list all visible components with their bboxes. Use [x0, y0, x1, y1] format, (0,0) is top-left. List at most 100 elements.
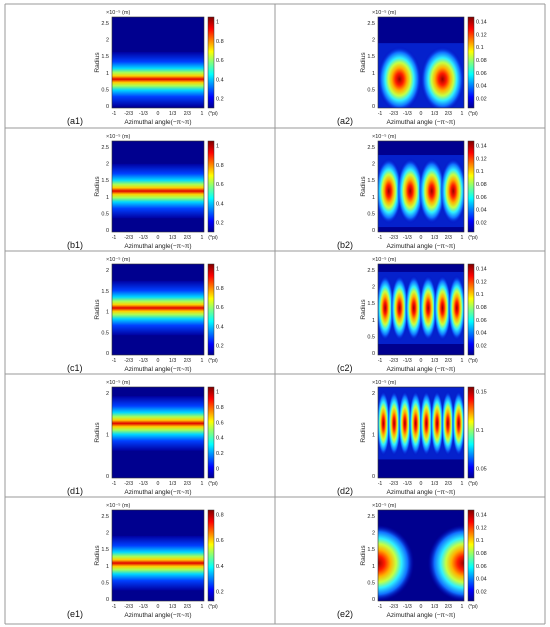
scale-label: ×10⁻⁵ (m) [106, 379, 130, 386]
colorbar-tick-label: 0.1 [476, 292, 484, 298]
x-tick-label: 1/3 [431, 358, 438, 364]
colorbar-e2 [467, 509, 475, 602]
colorbar-tick-label: 0.2 [216, 451, 224, 457]
colorbar-tick-label: 0.1 [476, 538, 484, 544]
y-tick-label: 1 [372, 195, 375, 201]
x-axis-label: Azimuthal angle(−π~π) [124, 243, 191, 250]
panel-e2: 0.14 0.12 0.1 0.08 0.06 0.04 0.02 2.5 2 1.5 1 0.5 0 R… [337, 502, 487, 619]
y-tick-label: 1 [106, 195, 109, 201]
colorbar-tick-label: 0.06 [476, 71, 487, 77]
panel-b2: 0.14 0.12 0.1 0.08 0.06 0.04 0.02 2.5 2 1.5 1 0.5 0 R… [337, 133, 487, 250]
colorbar-e1 [207, 509, 215, 602]
y-tick-label: 1 [372, 318, 375, 324]
scale-label: ×10⁻⁵ (m) [106, 9, 130, 16]
colorbar-tick-label: 0.12 [476, 32, 487, 38]
x-tick-label: -1 [112, 481, 117, 487]
colorbar-tick-label: 0.08 [476, 551, 487, 557]
x-tick-label: 2/3 [445, 235, 452, 241]
y-tick-label: 2 [106, 531, 109, 537]
x-tick-label: 0 [157, 481, 160, 487]
y-axis-label: Radius [360, 545, 367, 566]
x-tick-label: 2/3 [184, 604, 191, 610]
x-tick-label: 2/3 [184, 235, 191, 241]
x-tick-label: 1/3 [431, 604, 438, 610]
mode-lobe [396, 158, 424, 224]
y-axis-label: Radius [94, 299, 101, 320]
colorbar-tick-label: 0.06 [476, 564, 487, 570]
y-tick-label: 1.5 [101, 547, 109, 553]
y-tick-label: 2.5 [367, 21, 375, 27]
mode-lobe [404, 275, 423, 341]
mode-lobe [378, 275, 395, 341]
x-tick-label: 2/3 [184, 481, 191, 487]
colorbar-tick-label: 0.08 [476, 182, 487, 188]
x-tick-label: 2/3 [445, 111, 452, 117]
colorbar-tick-label: 0.4 [216, 77, 224, 83]
colorbar-tick-label: 0.8 [216, 163, 224, 169]
x-unit-label: (*pi) [468, 111, 478, 117]
panel-c1: 1 0.8 0.6 0.4 0.2 2 1.5 1 0.5 0 Radius ×10⁻⁵ (m) -1 -… [67, 256, 224, 373]
x-tick-label: -1 [112, 111, 117, 117]
x-tick-label: -2/3 [389, 358, 398, 364]
colorbar-tick-label: 0.8 [216, 513, 224, 519]
x-tick-label: 0 [157, 111, 160, 117]
x-axis-label: Azimuthal angle (−π~π) [387, 119, 456, 126]
panel-caption: (b2) [337, 240, 353, 250]
y-tick-label: 1 [106, 71, 109, 77]
colorbar-tick-label: 0.04 [476, 84, 487, 90]
x-tick-label: -1 [378, 235, 383, 241]
colorbar-tick-label: 0.14 [476, 144, 487, 150]
y-tick-label: 1 [106, 433, 109, 439]
colorbar-tick-label: 0.8 [216, 39, 224, 45]
x-tick-label: 1 [461, 604, 464, 610]
y-tick-label: 2 [106, 38, 109, 44]
colorbar-tick-label: 0.04 [476, 331, 487, 337]
x-tick-label: 1/3 [169, 235, 176, 241]
y-tick-label: 2 [372, 285, 375, 291]
x-unit-label: (*pi) [468, 481, 478, 487]
scale-label: ×10⁻⁵ (m) [372, 133, 396, 140]
colorbar-d2 [467, 386, 475, 479]
mode-lobe [441, 390, 455, 457]
y-tick-label: 2 [106, 268, 109, 274]
y-tick-label: 2 [372, 162, 375, 168]
x-tick-label: 0 [420, 358, 423, 364]
x-tick-label: 1 [201, 235, 204, 241]
y-tick-label: 0.5 [101, 330, 109, 336]
y-tick-label: 2.5 [367, 145, 375, 151]
colorbar-tick-label: 0.2 [216, 221, 224, 227]
intensity-band-e1 [112, 535, 204, 591]
colorbar-tick-label: 0.1 [476, 169, 484, 175]
x-tick-label: -2/3 [389, 481, 398, 487]
colorbar-tick-label: 0.14 [476, 513, 487, 519]
mode-lobe [387, 390, 401, 457]
colorbar-tick-label: 0.8 [216, 286, 224, 292]
x-tick-label: 1 [201, 111, 204, 117]
y-tick-label: 2 [106, 162, 109, 168]
y-tick-label: 1.5 [367, 178, 375, 184]
y-tick-label: 0 [106, 104, 109, 110]
x-tick-label: -1 [378, 481, 383, 487]
panel-caption: (c2) [337, 363, 353, 373]
colorbar-tick-label: 0.6 [216, 182, 224, 188]
x-axis-label: Azimuthal angle (−π~π) [387, 243, 456, 250]
y-tick-label: 2.5 [367, 268, 375, 274]
x-tick-label: 1 [201, 358, 204, 364]
y-tick-label: 0.5 [101, 211, 109, 217]
y-axis-label: Radius [360, 299, 367, 320]
colorbar-tick-label: 0.4 [216, 564, 224, 570]
y-tick-label: 0 [372, 474, 375, 480]
intensity-band-d1 [112, 396, 204, 451]
mode-lobe [439, 158, 464, 224]
x-tick-label: -1/3 [403, 604, 412, 610]
mode-lobe [419, 390, 434, 457]
x-tick-label: -1/3 [403, 481, 412, 487]
x-tick-label: -1 [378, 358, 383, 364]
colorbar-tick-label: 0.12 [476, 525, 487, 531]
x-tick-label: 1 [461, 358, 464, 364]
y-tick-label: 0.5 [101, 87, 109, 93]
colorbar-a2 [467, 16, 475, 109]
y-tick-label: 1.5 [101, 178, 109, 184]
intensity-band-a1 [112, 51, 204, 107]
